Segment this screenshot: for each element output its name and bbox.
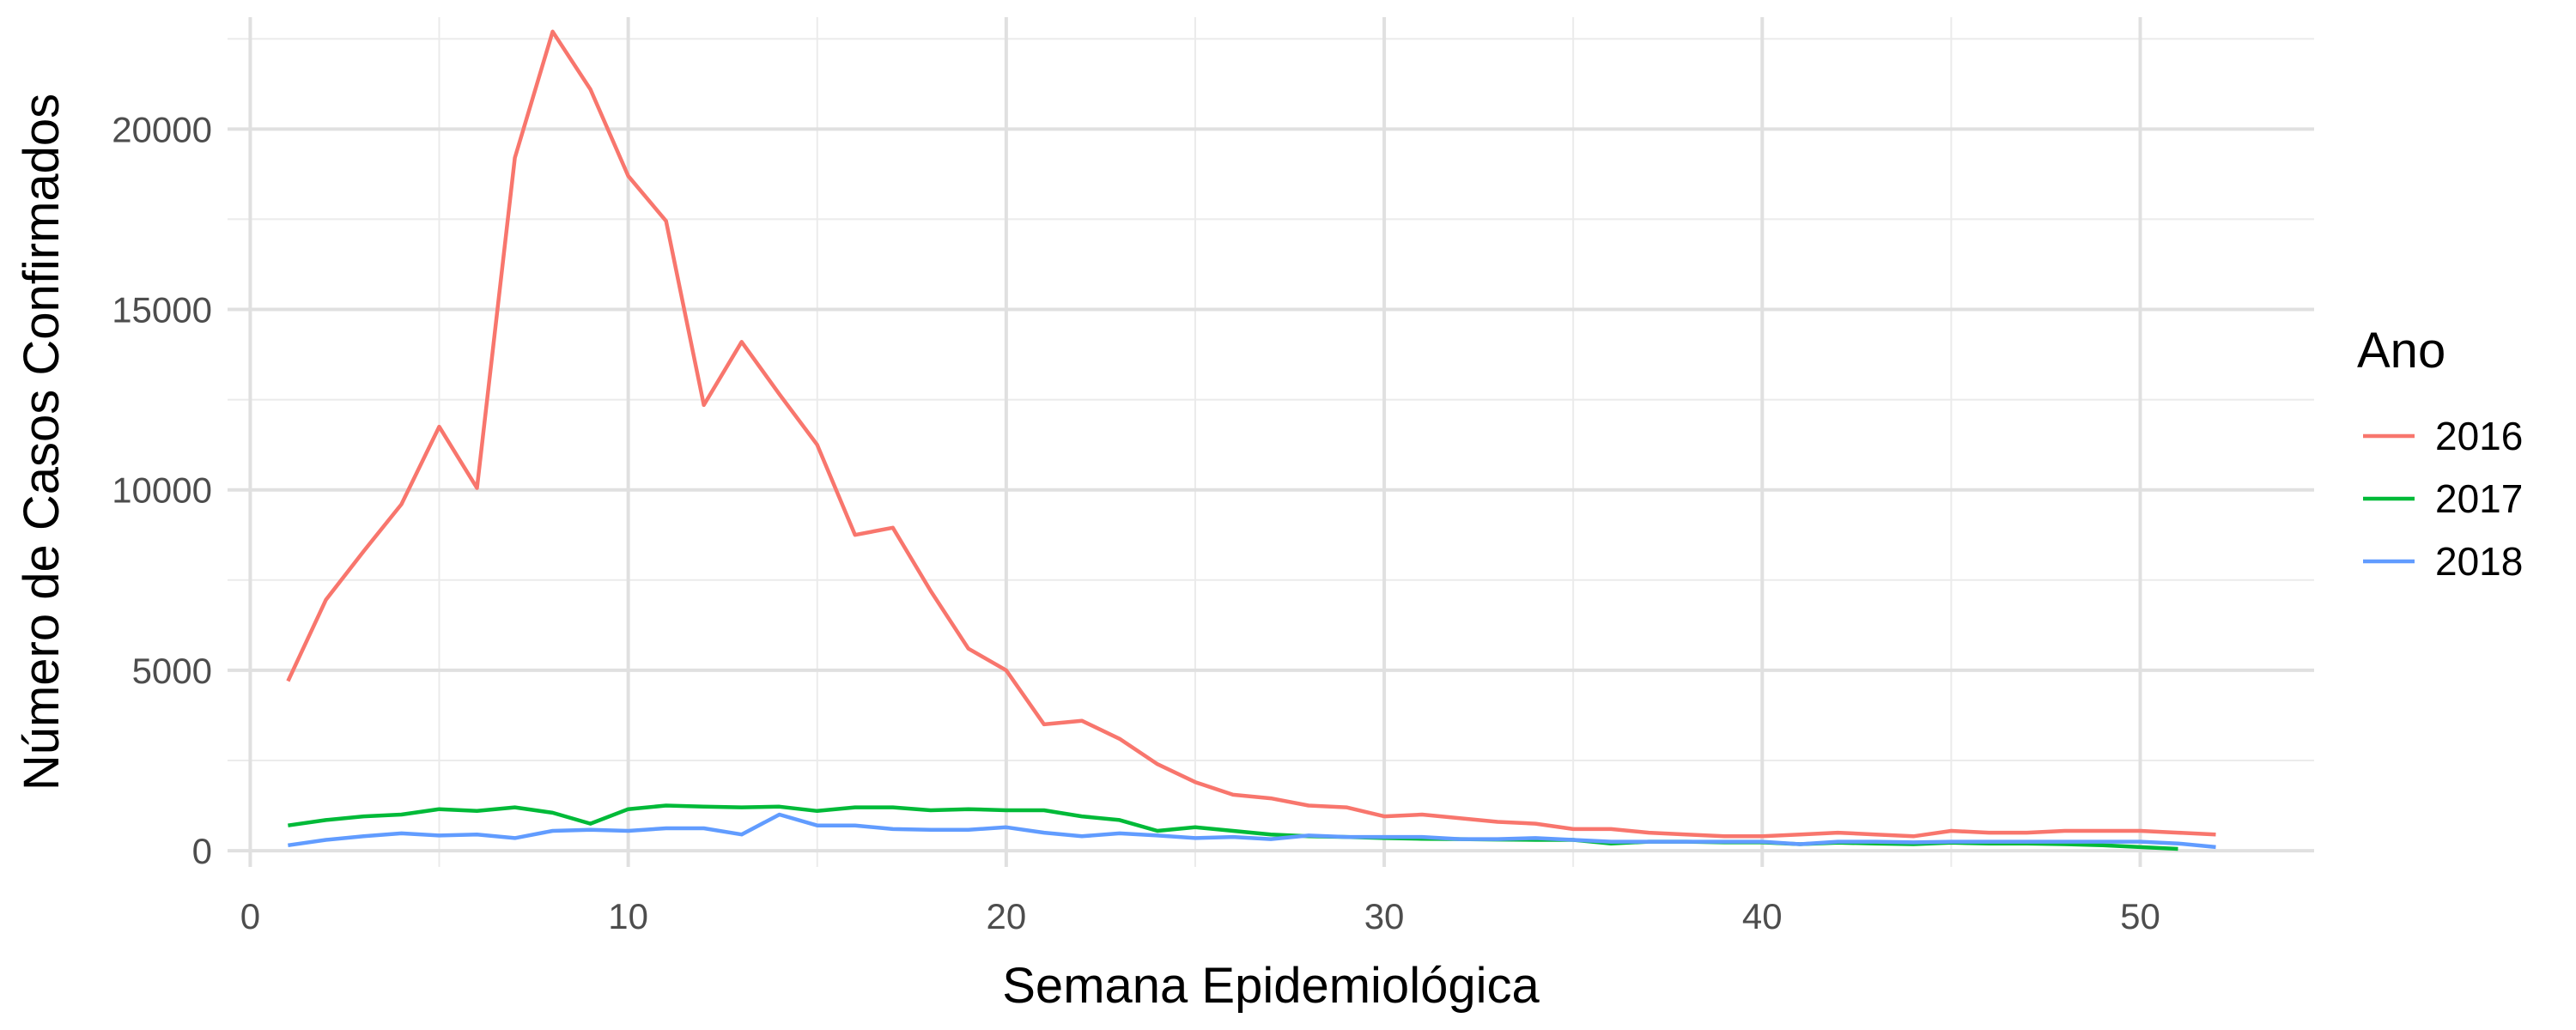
- series-line-2018: [288, 812, 2216, 850]
- x-tick-label: 30: [1364, 896, 1405, 936]
- x-axis-tick-labels: 0 10 20 30 40 50: [240, 896, 2160, 936]
- x-axis-title: Semana Epidemiológica: [1002, 958, 1540, 1014]
- y-tick-label: 5000: [132, 651, 212, 691]
- x-tick-label: 10: [608, 896, 648, 936]
- legend-label-2016: 2016: [2435, 414, 2523, 458]
- y-axis-title: Número de Casos Confirmados: [14, 94, 70, 791]
- legend-label-2017: 2017: [2435, 476, 2523, 521]
- y-tick-label: 20000: [112, 109, 212, 149]
- minor-gridlines: [228, 17, 2314, 867]
- y-axis-tick-labels: 0 5000 10000 15000 20000: [112, 109, 212, 871]
- major-gridlines: [228, 17, 2314, 867]
- x-tick-label: 0: [240, 896, 260, 936]
- y-tick-label: 15000: [112, 290, 212, 330]
- legend-label-2018: 2018: [2435, 539, 2523, 584]
- y-tick-label: 0: [192, 831, 212, 871]
- legend-items: 2016 2017 2018: [2363, 414, 2523, 584]
- legend-title: Ano: [2357, 323, 2445, 379]
- legend: Ano 2016 2017 2018: [2357, 323, 2523, 584]
- y-tick-label: 10000: [112, 470, 212, 511]
- series-lines: [286, 29, 2216, 851]
- x-tick-label: 20: [986, 896, 1026, 936]
- x-tick-label: 50: [2120, 896, 2160, 936]
- series-line-2016: [286, 29, 2216, 839]
- x-tick-label: 40: [1742, 896, 1783, 936]
